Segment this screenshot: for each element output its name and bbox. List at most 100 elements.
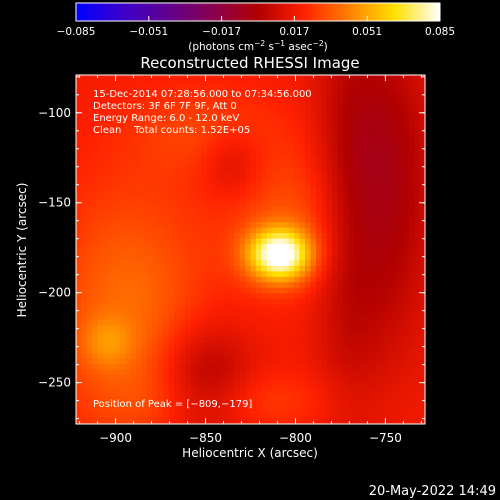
heatmap-cell xyxy=(250,238,257,245)
heatmap-cell xyxy=(141,265,148,272)
heatmap-cell xyxy=(310,254,317,261)
heatmap-cell xyxy=(277,162,284,169)
heatmap-cell xyxy=(212,233,219,239)
heatmap-cell xyxy=(277,200,284,207)
heatmap-cell xyxy=(92,216,99,223)
heatmap-cell xyxy=(130,385,137,392)
heatmap-cell xyxy=(76,233,82,239)
heatmap-cell xyxy=(157,75,164,81)
heatmap-cell xyxy=(305,396,311,403)
heatmap-cell xyxy=(201,162,208,169)
heatmap-cell xyxy=(141,309,148,316)
heatmap-cell xyxy=(288,293,295,299)
heatmap-cell xyxy=(419,173,426,180)
heatmap-cell xyxy=(190,151,197,158)
heatmap-cell xyxy=(152,107,159,114)
heatmap-cell xyxy=(277,369,284,376)
heatmap-cell xyxy=(294,254,300,261)
heatmap-cell xyxy=(163,238,170,245)
heatmap-cell xyxy=(190,287,197,294)
heatmap-cell xyxy=(141,347,148,354)
heatmap-cell xyxy=(76,91,82,98)
heatmap-cell xyxy=(212,358,219,365)
heatmap-cell xyxy=(359,96,366,103)
heatmap-cell xyxy=(261,331,268,338)
heatmap-cell xyxy=(190,314,197,321)
heatmap-cell xyxy=(163,118,170,125)
heatmap-cell xyxy=(103,276,110,283)
heatmap-cell xyxy=(365,145,371,152)
heatmap-cell xyxy=(152,385,159,392)
heatmap-cell xyxy=(125,391,131,398)
heatmap-cell xyxy=(408,342,415,349)
heatmap-cell xyxy=(206,102,213,109)
heatmap-cell xyxy=(228,173,235,180)
heatmap-cell xyxy=(86,200,93,207)
heatmap-cell xyxy=(408,102,415,109)
heatmap-cell xyxy=(403,96,410,103)
heatmap-cell xyxy=(315,211,322,218)
heatmap-cell xyxy=(250,151,257,158)
heatmap-cell xyxy=(245,325,251,332)
heatmap-cell xyxy=(206,189,213,196)
heatmap-cell xyxy=(114,102,121,109)
heatmap-cell xyxy=(234,260,240,267)
heatmap-cell xyxy=(103,249,110,256)
heatmap-cell xyxy=(250,140,257,147)
heatmap-cell xyxy=(261,184,268,190)
heatmap-cell xyxy=(108,194,115,201)
heatmap-cell xyxy=(343,287,350,294)
heatmap-cell xyxy=(315,314,322,321)
heatmap-cell xyxy=(146,238,153,245)
heatmap-cell xyxy=(168,358,175,365)
heatmap-cell xyxy=(103,413,110,419)
heatmap-cell xyxy=(212,189,219,196)
heatmap-cell xyxy=(228,347,235,354)
heatmap-cell xyxy=(76,380,82,387)
heatmap-cell xyxy=(348,369,355,376)
heatmap-cell xyxy=(135,374,142,381)
heatmap-cell xyxy=(343,244,350,250)
heatmap-cell xyxy=(283,178,290,185)
heatmap-cell xyxy=(277,189,284,196)
heatmap-cell xyxy=(239,216,246,223)
heatmap-cell xyxy=(359,380,366,387)
heatmap-cell xyxy=(130,107,137,114)
heatmap-cell xyxy=(266,282,273,289)
heatmap-cell xyxy=(185,113,191,120)
heatmap-cell xyxy=(250,118,257,125)
heatmap-cell xyxy=(305,298,311,305)
heatmap-cell xyxy=(245,244,251,250)
heatmap-cell xyxy=(206,205,213,212)
heatmap-cell xyxy=(168,374,175,381)
heatmap-cell xyxy=(375,260,382,267)
heatmap-cell xyxy=(195,145,202,152)
heatmap-cell xyxy=(277,265,284,272)
heatmap-cell xyxy=(190,309,197,316)
heatmap-cell xyxy=(206,353,213,359)
heatmap-cell xyxy=(375,167,382,174)
heatmap-cell xyxy=(195,254,202,261)
heatmap-cell xyxy=(185,222,191,229)
heatmap-cell xyxy=(179,167,186,174)
heatmap-cell xyxy=(86,194,93,201)
heatmap-cell xyxy=(266,107,273,114)
heatmap-cell xyxy=(365,380,371,387)
heatmap-cell xyxy=(375,293,382,299)
heatmap-cell xyxy=(419,396,426,403)
heatmap-cell xyxy=(201,265,208,272)
heatmap-cell xyxy=(397,233,404,239)
heatmap-cell xyxy=(250,85,257,92)
heatmap-cell xyxy=(343,282,350,289)
heatmap-cell xyxy=(343,211,350,218)
heatmap-cell xyxy=(370,129,377,136)
heatmap-cell xyxy=(245,189,251,196)
heatmap-cell xyxy=(239,167,246,174)
heatmap-cell xyxy=(217,216,224,223)
heatmap-cell xyxy=(397,347,404,354)
heatmap-cell xyxy=(174,107,181,114)
heatmap-cell xyxy=(195,184,202,190)
heatmap-cell xyxy=(403,325,410,332)
heatmap-cell xyxy=(130,407,137,414)
heatmap-cell xyxy=(414,216,420,223)
